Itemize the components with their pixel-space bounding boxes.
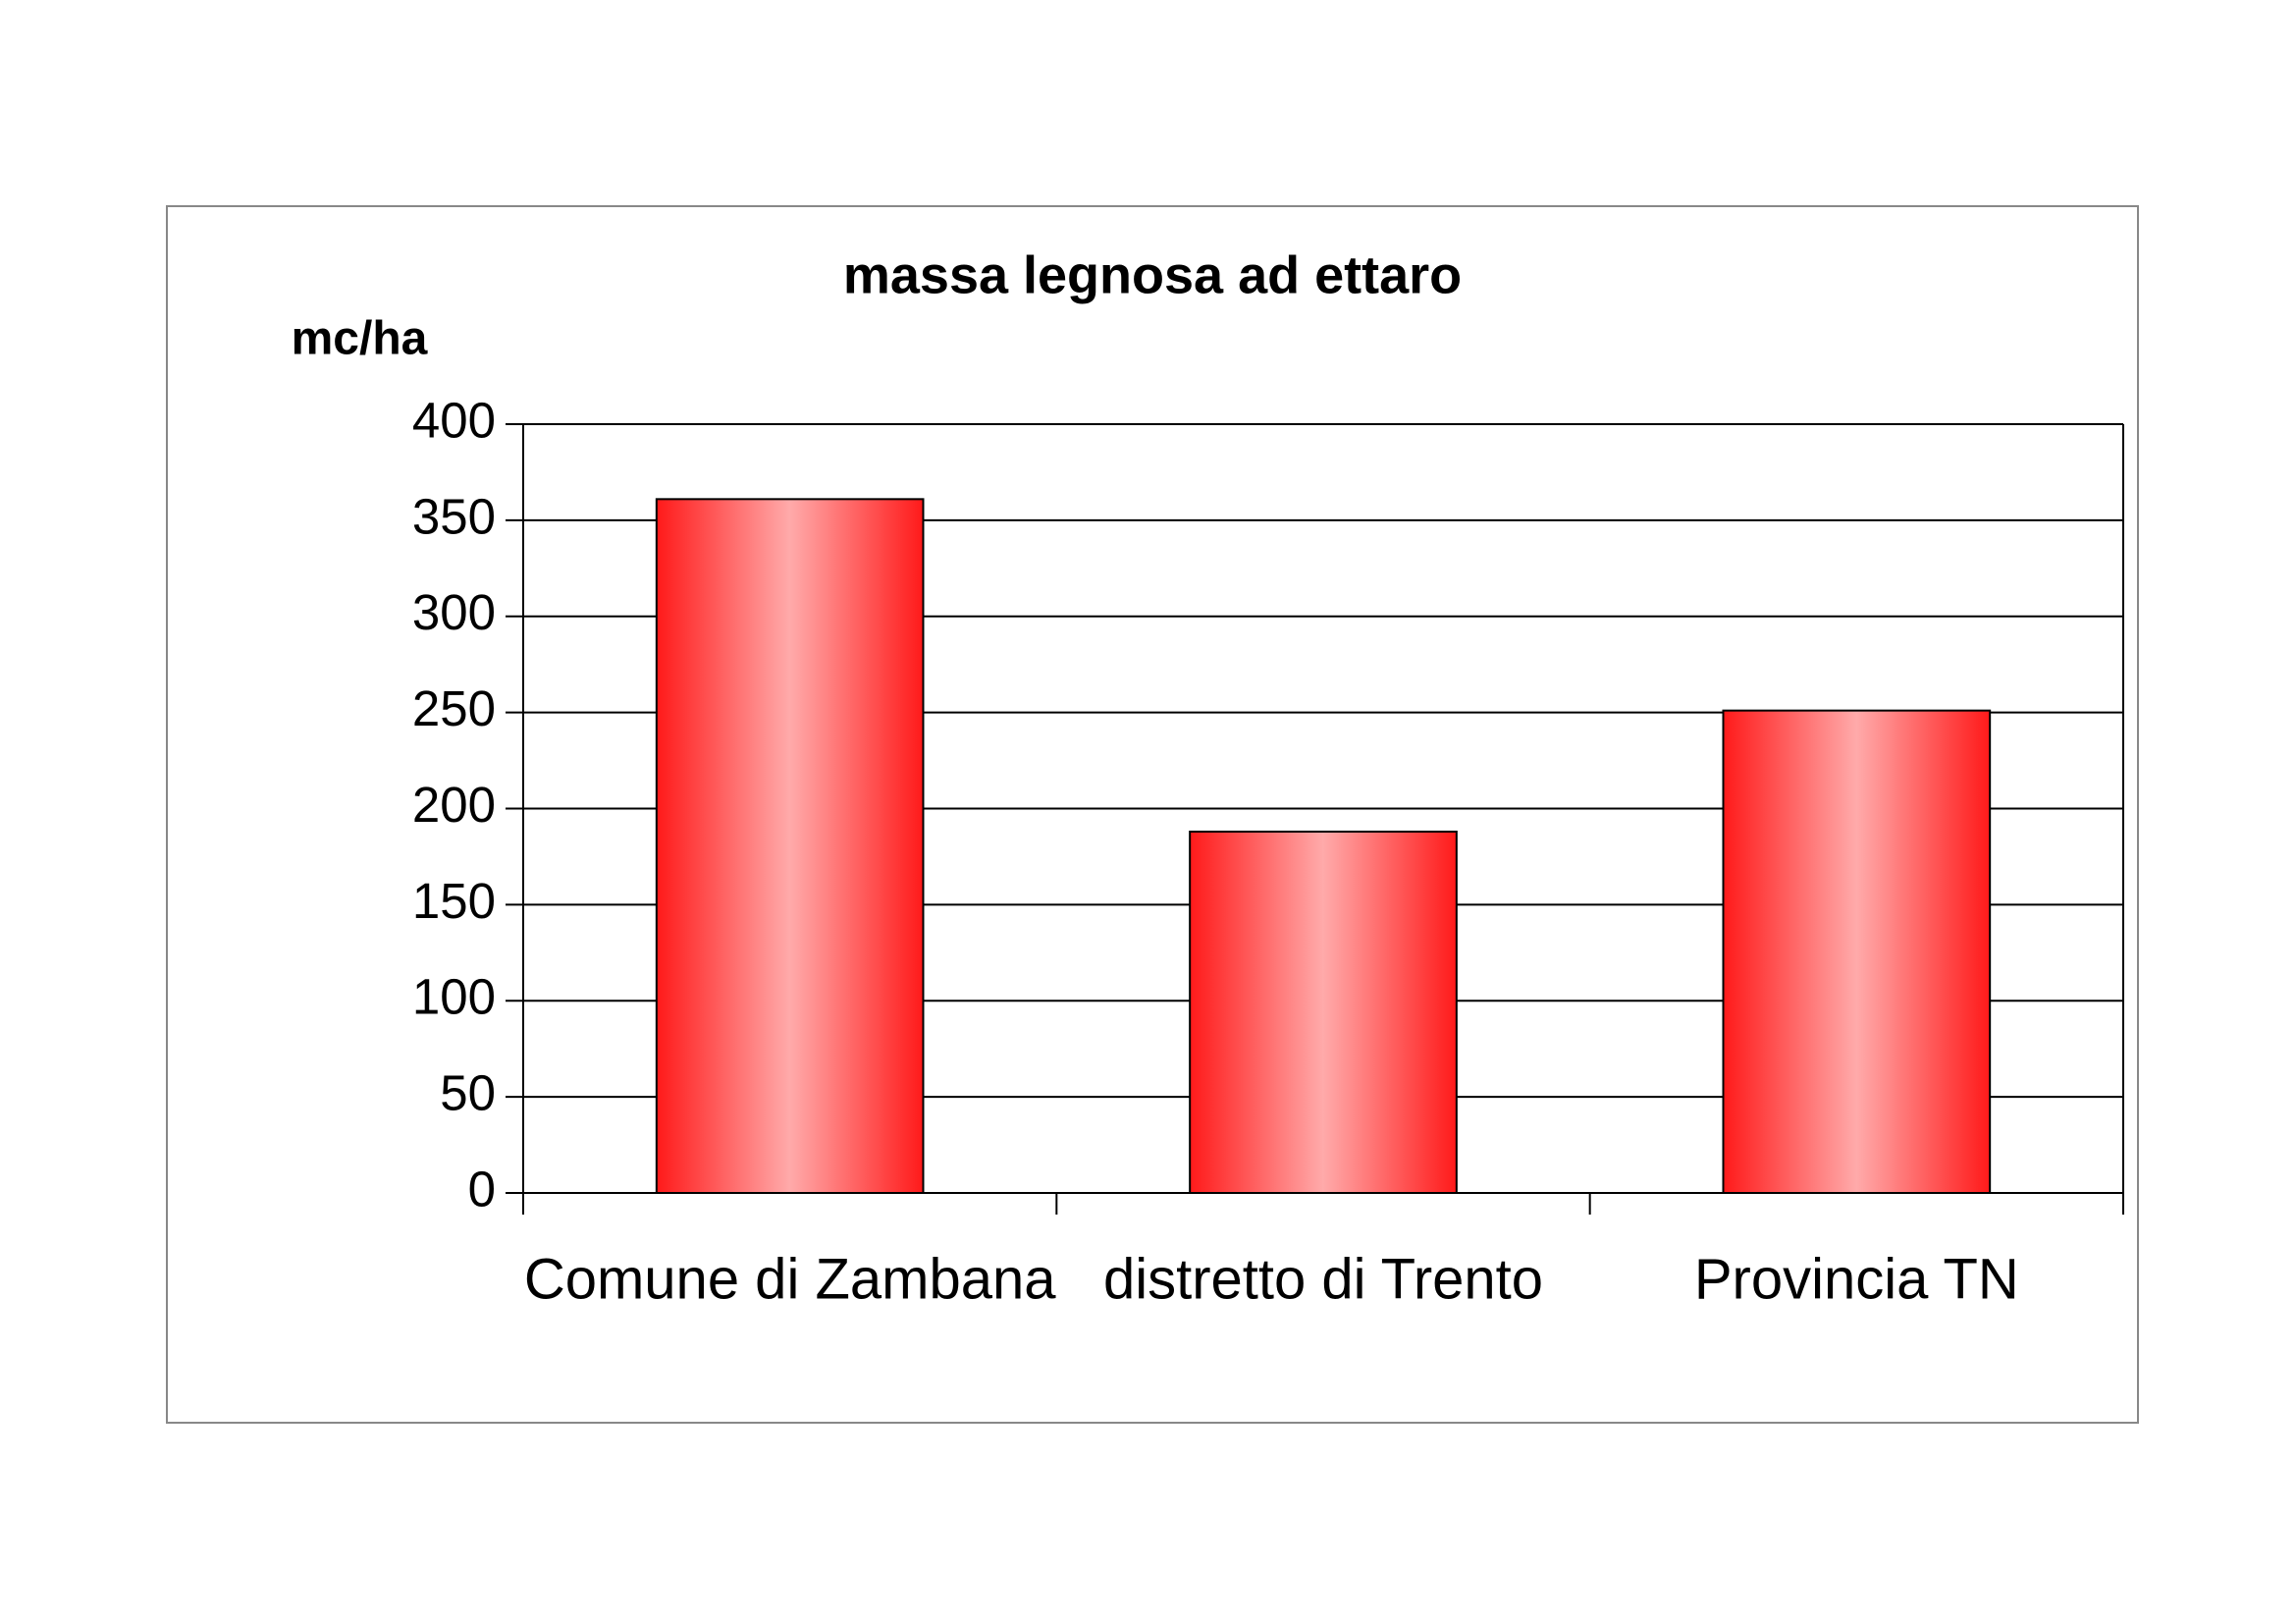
x-tick-label: Provincia TN [1694,1247,2019,1311]
bar [1722,709,1992,1194]
x-tick-label: distretto di Trento [1103,1247,1543,1311]
chart-title: massa legnosa ad ettaro [843,245,1462,304]
bar [1189,830,1458,1194]
y-tick-label: 0 [468,1161,496,1217]
bar [655,498,925,1194]
y-tick-label: 200 [412,777,496,833]
y-tick-label: 350 [412,488,496,544]
y-tick-label: 50 [440,1065,496,1121]
y-tick-label: 300 [412,584,496,640]
y-axis-label: mc/ha [292,313,428,365]
y-tick-label: 400 [412,392,496,448]
y-tick-label: 100 [412,969,496,1025]
x-tick-label: Comune di Zambana [524,1247,1056,1311]
y-tick-label: 150 [412,873,496,929]
y-tick-label: 250 [412,680,496,736]
